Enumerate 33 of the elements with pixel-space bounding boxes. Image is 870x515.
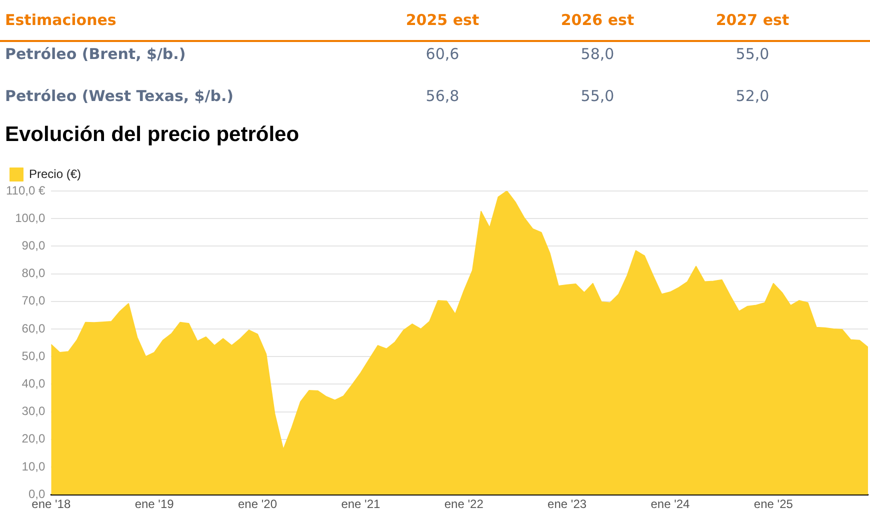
text: 58,0 xyxy=(580,45,616,63)
text: 52,0 xyxy=(734,87,770,105)
x-tick-label: ene '25 xyxy=(754,497,794,512)
x-tick-label: ene '24 xyxy=(650,497,690,512)
x-tick-label: ene '23 xyxy=(548,497,587,512)
chart-title: Evolución del precio petróleo xyxy=(5,123,300,147)
y-tick-label: 80,0 xyxy=(22,266,46,280)
text: 2027 est xyxy=(714,11,790,29)
x-tick-label: ene '20 xyxy=(238,497,278,512)
y-tick-label: 50,0 xyxy=(22,348,46,363)
text: Petróleo (Brent, $/b.) xyxy=(4,45,187,63)
y-tick-label: 60,0 xyxy=(22,321,46,336)
y-tick-label: 10,0 xyxy=(22,459,46,474)
y-tick-label: 0,0 xyxy=(28,486,46,501)
y-tick-label: 20,0 xyxy=(22,432,46,446)
text: 55,0 xyxy=(734,45,770,63)
text: 2025 est xyxy=(404,11,480,29)
text: 2026 est xyxy=(560,11,636,29)
y-tick-label: 30,0 xyxy=(22,404,46,418)
legend-label: Precio (€) xyxy=(29,166,82,181)
x-tick-label: ene '22 xyxy=(444,497,484,512)
x-tick-label: ene '21 xyxy=(341,497,381,512)
y-tick-label: 70,0 xyxy=(22,294,46,308)
text: Estimaciones xyxy=(4,11,118,29)
y-tick-label: 110,0 € xyxy=(6,183,46,198)
text: Petróleo (West Texas, $/b.) xyxy=(4,87,235,105)
y-tick-label: 100,0 xyxy=(15,210,46,225)
text: 55,0 xyxy=(580,87,616,105)
text: 60,6 xyxy=(424,45,460,63)
text: 56,8 xyxy=(424,87,460,105)
y-tick-label: 90,0 xyxy=(22,238,46,253)
x-tick-label: ene '19 xyxy=(134,497,174,512)
y-tick-label: 40,0 xyxy=(22,376,46,391)
